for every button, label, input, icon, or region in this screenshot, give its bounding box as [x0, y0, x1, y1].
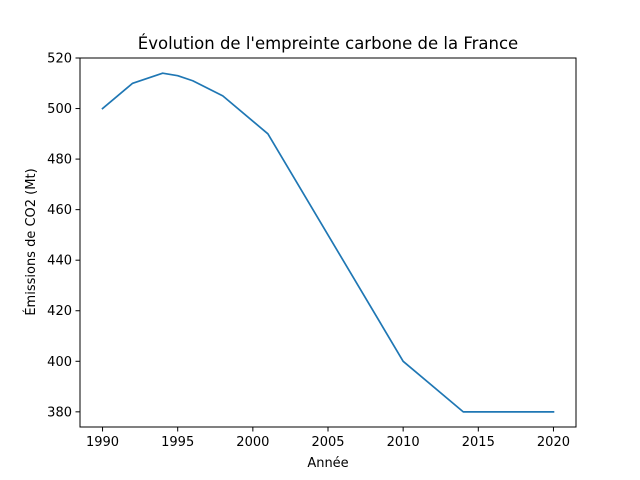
x-tick-label: 1990 — [86, 435, 119, 450]
y-axis-label: Émissions de CO2 (Mt) — [23, 168, 39, 315]
x-axis-label: Année — [307, 456, 348, 471]
y-tick-label: 420 — [47, 304, 72, 319]
y-tick-label: 400 — [47, 355, 72, 370]
x-tick-label: 1995 — [161, 435, 194, 450]
y-tick-label: 480 — [47, 153, 72, 168]
series-line-1 — [101, 72, 555, 413]
y-axis: 380 400 420 440 460 480 500 520 — [47, 52, 80, 420]
x-tick-label: 2005 — [311, 435, 344, 450]
plot-frame — [79, 57, 577, 428]
y-tick-label: 520 — [47, 52, 72, 67]
x-tick-label: 2010 — [387, 435, 420, 450]
x-tick-label: 2020 — [537, 435, 570, 450]
x-axis: 1990 1995 2000 2005 2010 2015 2020 — [86, 427, 570, 450]
y-tick-label: 380 — [47, 405, 72, 420]
chart-title: Évolution de l'empreinte carbone de la F… — [138, 34, 518, 53]
y-tick-label: 440 — [47, 254, 72, 269]
x-tick-label: 2000 — [236, 435, 269, 450]
y-tick-label: 500 — [47, 102, 72, 117]
x-tick-label: 2015 — [462, 435, 495, 450]
y-tick-label: 460 — [47, 203, 72, 218]
plot-area — [101, 72, 555, 413]
